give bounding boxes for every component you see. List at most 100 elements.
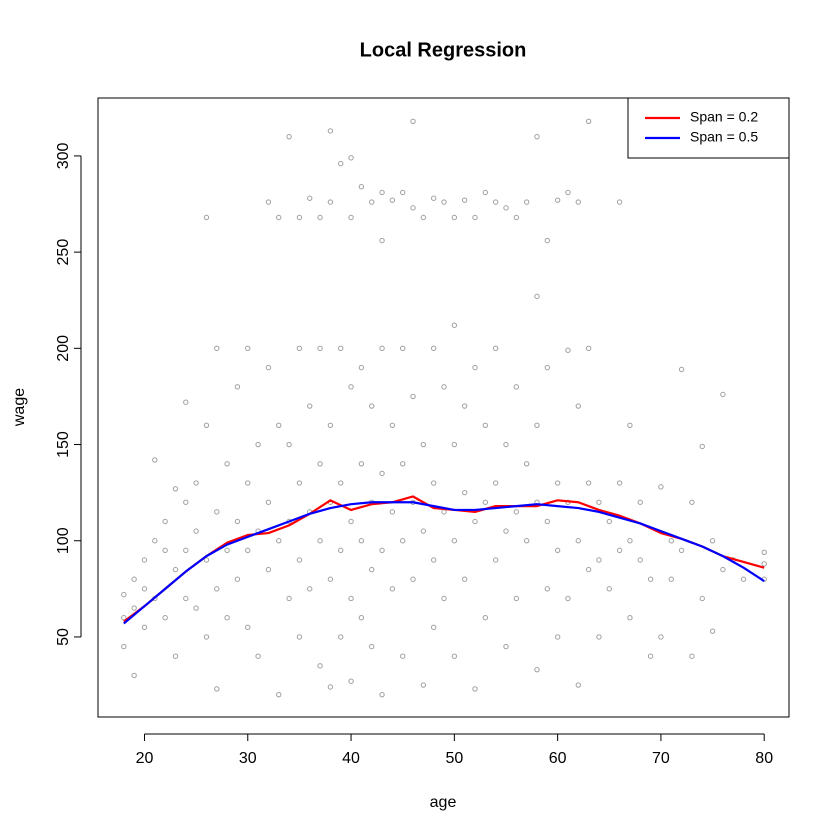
point xyxy=(245,624,251,631)
point xyxy=(369,643,375,650)
point xyxy=(358,461,365,467)
point xyxy=(296,634,303,640)
point xyxy=(472,686,478,692)
point xyxy=(565,595,571,602)
point xyxy=(647,576,654,582)
point xyxy=(400,189,406,196)
point xyxy=(183,547,189,554)
point xyxy=(348,214,354,221)
point xyxy=(513,509,520,515)
point xyxy=(430,345,437,352)
point xyxy=(503,643,509,650)
point xyxy=(585,118,592,124)
point xyxy=(534,293,540,300)
point xyxy=(379,345,385,352)
point xyxy=(193,605,199,611)
point xyxy=(172,653,179,659)
point xyxy=(389,509,396,515)
point xyxy=(461,197,468,203)
point xyxy=(389,422,396,428)
point xyxy=(245,547,251,554)
plot-frame xyxy=(97,97,790,718)
point xyxy=(523,538,530,544)
point xyxy=(265,499,272,505)
point xyxy=(720,566,726,573)
point xyxy=(575,403,581,409)
point xyxy=(720,391,726,398)
point xyxy=(400,538,406,544)
point xyxy=(410,393,416,400)
point xyxy=(327,128,334,134)
point xyxy=(430,624,437,631)
point xyxy=(296,214,303,221)
point xyxy=(709,628,716,634)
point xyxy=(596,557,602,563)
point xyxy=(565,347,571,353)
point xyxy=(451,538,458,544)
point xyxy=(668,576,674,582)
point xyxy=(430,195,437,201)
point xyxy=(389,197,396,203)
x-tick-label: 30 xyxy=(239,750,257,767)
point xyxy=(358,184,365,190)
point xyxy=(689,653,695,659)
point xyxy=(461,489,468,496)
point xyxy=(369,566,375,573)
point xyxy=(317,461,323,467)
point xyxy=(172,566,179,573)
point xyxy=(327,199,334,205)
point xyxy=(482,499,489,505)
point xyxy=(307,586,313,592)
point xyxy=(307,195,313,201)
point xyxy=(689,499,695,505)
point xyxy=(616,199,623,205)
point xyxy=(441,509,447,515)
point xyxy=(420,528,427,534)
point xyxy=(616,547,623,554)
point xyxy=(658,634,664,640)
point xyxy=(286,595,292,602)
point xyxy=(121,615,127,621)
point xyxy=(761,561,767,567)
point xyxy=(606,518,612,525)
point xyxy=(523,199,530,205)
point xyxy=(317,345,323,352)
point xyxy=(152,457,158,463)
point xyxy=(420,441,427,448)
point xyxy=(234,518,241,525)
point xyxy=(472,518,478,525)
point xyxy=(503,528,509,534)
point xyxy=(544,364,551,371)
point xyxy=(761,549,767,555)
point xyxy=(400,345,406,352)
point xyxy=(131,672,137,679)
point xyxy=(596,634,602,640)
point xyxy=(348,155,354,161)
point xyxy=(131,605,137,611)
point xyxy=(327,422,334,428)
point xyxy=(534,666,540,673)
point xyxy=(224,615,230,621)
point xyxy=(338,160,344,167)
point xyxy=(203,634,210,640)
point xyxy=(379,237,385,244)
point xyxy=(678,547,685,554)
point xyxy=(616,480,623,486)
point xyxy=(400,653,406,659)
point xyxy=(338,345,344,352)
point xyxy=(327,576,334,582)
point xyxy=(627,538,633,544)
point xyxy=(265,364,272,371)
y-tick-label: 50 xyxy=(55,628,72,646)
point xyxy=(296,557,303,563)
point xyxy=(658,484,664,490)
point xyxy=(162,615,168,621)
point xyxy=(544,237,551,244)
point xyxy=(348,678,354,684)
point xyxy=(637,557,643,563)
point xyxy=(162,547,168,554)
x-tick-label: 60 xyxy=(549,750,567,767)
point xyxy=(338,480,344,486)
y-tick-label: 100 xyxy=(55,527,72,554)
